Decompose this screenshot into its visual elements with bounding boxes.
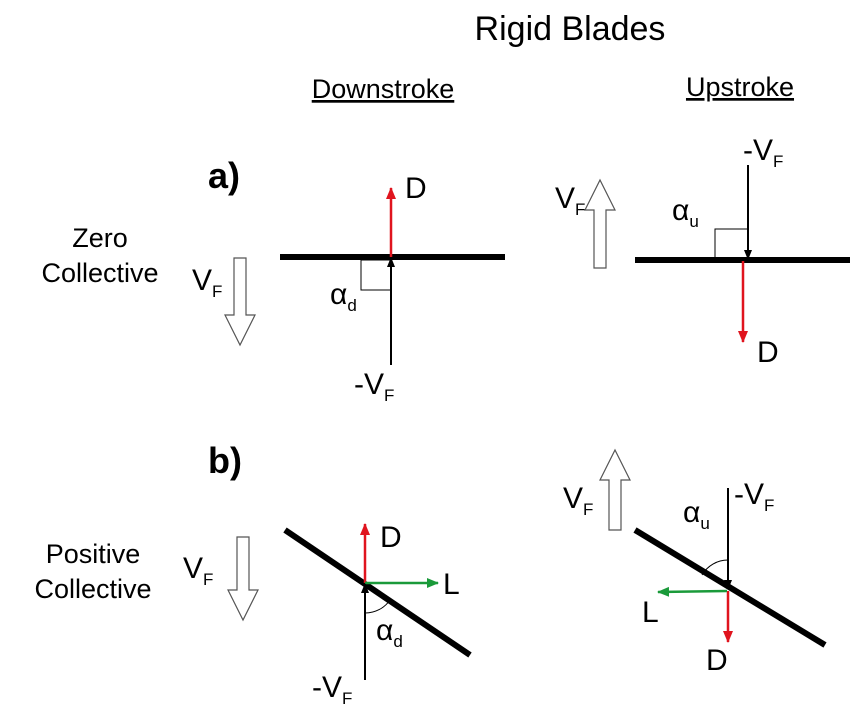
row-name: Collective	[41, 258, 158, 288]
symbol: α	[330, 278, 347, 311]
panel-b-upstroke: VF -VF αu L D	[563, 448, 827, 677]
subscript: F	[764, 496, 774, 515]
angle-label: αd	[376, 614, 403, 651]
subscript: d	[393, 632, 402, 651]
flight-arrow	[224, 257, 256, 347]
title: Rigid Blades	[475, 10, 666, 48]
row-name: Zero	[72, 223, 128, 253]
flight-arrow	[227, 536, 259, 622]
panel-a-upstroke: VF -VF αu D	[555, 134, 850, 369]
velocity-label: -VF	[312, 671, 352, 706]
angle-label: αu	[683, 496, 710, 533]
drag-label: D	[757, 336, 779, 369]
velocity-label: VF	[183, 552, 213, 589]
column-heading: Upstroke	[686, 72, 794, 102]
symbol: α	[683, 496, 700, 529]
angle-label: αd	[330, 278, 357, 315]
row-name: Collective	[34, 574, 151, 604]
symbol: -V	[743, 134, 773, 167]
velocity-label: -VF	[743, 134, 783, 171]
velocity-label: -VF	[354, 368, 394, 405]
subscript: u	[689, 212, 698, 231]
column-heading: Downstroke	[312, 74, 455, 104]
lift-label: L	[443, 568, 460, 601]
drag-label: D	[706, 644, 728, 677]
symbol: V	[555, 182, 575, 215]
row-tag: a)	[208, 155, 240, 196]
flight-arrow	[584, 178, 616, 269]
lift-arrow	[657, 586, 728, 597]
symbol: -V	[312, 671, 342, 704]
subscript: d	[347, 296, 356, 315]
velocity-label: VF	[563, 482, 593, 519]
symbol: α	[376, 614, 393, 647]
symbol: V	[183, 552, 203, 585]
symbol: -V	[354, 368, 384, 401]
panel-a-downstroke: VF D αd -VF	[192, 172, 505, 405]
subscript: u	[700, 514, 709, 533]
subscript: F	[773, 152, 783, 171]
symbol: α	[672, 194, 689, 227]
angle-arc	[364, 599, 391, 614]
subscript: F	[203, 570, 213, 589]
angle-box	[714, 228, 749, 259]
drag-label: D	[405, 172, 427, 205]
lift-label: L	[642, 596, 659, 629]
velocity-label: VF	[555, 182, 585, 219]
angle-label: αu	[672, 194, 699, 231]
subscript: F	[583, 500, 593, 519]
subscript: F	[575, 200, 585, 219]
velocity-label: VF	[192, 264, 222, 301]
blade	[283, 527, 472, 658]
subscript: F	[212, 282, 222, 301]
velocity-label: -VF	[734, 478, 774, 515]
symbol: -V	[734, 478, 764, 511]
row-tag: b)	[208, 440, 242, 481]
flight-arrow	[599, 448, 631, 531]
symbol: V	[192, 264, 212, 297]
subscript: F	[342, 689, 352, 706]
angle-box	[360, 259, 392, 291]
panel-b-downstroke: VF D L αd -VF	[183, 521, 472, 706]
angle-arc	[701, 559, 729, 576]
blade	[633, 527, 827, 648]
symbol: V	[563, 482, 583, 515]
drag-label: D	[380, 521, 402, 554]
subscript: F	[384, 386, 394, 405]
row-name: Positive	[46, 539, 141, 569]
